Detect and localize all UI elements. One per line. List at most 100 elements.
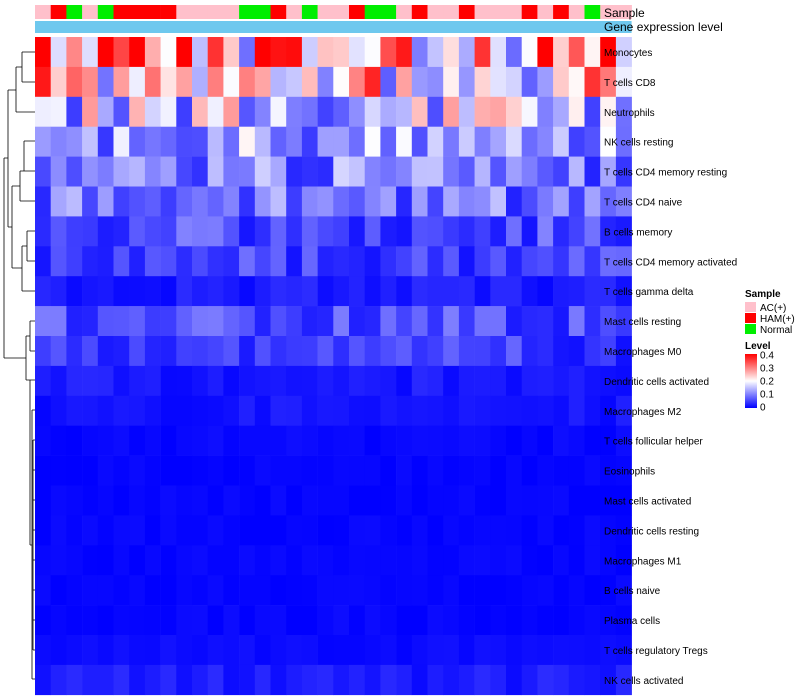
- heatmap-cell: [160, 664, 177, 696]
- sample-annotation-cell: [192, 5, 208, 19]
- heatmap-cell: [443, 246, 460, 277]
- heatmap-cell: [176, 575, 193, 606]
- legend: Sample AC(+)HAM(+)Normal Level 0.4 0.3 0.2…: [745, 289, 795, 414]
- heatmap-cell: [364, 635, 381, 666]
- heatmap-cell: [286, 515, 303, 546]
- heatmap-cell: [113, 365, 130, 397]
- heatmap-cell: [396, 545, 413, 576]
- heatmap-cell: [192, 66, 208, 98]
- heatmap-cell: [600, 276, 617, 307]
- heatmap-cell: [427, 485, 444, 516]
- heatmap-cell: [521, 635, 538, 666]
- heatmap-cell: [474, 276, 491, 307]
- sample-annotation-cell: [427, 5, 444, 19]
- heatmap-cell: [97, 425, 114, 456]
- heatmap-cell: [474, 336, 491, 367]
- heatmap-cell: [364, 575, 381, 606]
- heatmap-cell: [270, 37, 287, 68]
- heatmap-cell: [176, 395, 193, 426]
- heatmap-cell: [144, 276, 161, 307]
- sample-annotation-cell: [176, 5, 193, 19]
- heatmap-cell: [160, 126, 177, 157]
- heatmap-cell: [239, 515, 256, 546]
- heatmap-cell: [317, 276, 334, 307]
- heatmap-cell: [129, 216, 146, 247]
- row-label: Dendritic cells resting: [604, 526, 699, 537]
- heatmap-cell: [301, 635, 318, 666]
- heatmap-cell: [239, 395, 256, 426]
- heatmap-cell: [160, 425, 177, 456]
- heatmap-cell: [443, 156, 460, 187]
- heatmap-cell: [301, 186, 318, 217]
- heatmap-cell: [458, 395, 475, 426]
- heatmap-cell: [380, 37, 397, 68]
- heatmap-cell: [490, 66, 507, 98]
- heatmap-cell: [443, 216, 460, 247]
- heatmap-cell: [458, 365, 475, 397]
- heatmap-cell: [458, 126, 475, 157]
- heatmap-cell: [427, 126, 444, 157]
- heatmap-cell: [223, 664, 240, 696]
- heatmap-cell: [443, 365, 460, 397]
- heatmap-cell: [553, 545, 570, 576]
- heatmap-cell: [568, 365, 585, 397]
- heatmap-cell: [521, 306, 538, 337]
- heatmap-cell: [333, 336, 350, 367]
- sample-annotation-cell: [129, 5, 146, 19]
- heatmap-cell: [239, 635, 256, 666]
- heatmap-cell: [192, 425, 208, 456]
- heatmap-cell: [458, 276, 475, 307]
- heatmap-cell: [50, 126, 67, 157]
- heatmap-cell: [443, 96, 460, 127]
- heatmap-cell: [553, 605, 570, 636]
- heatmap-cell: [317, 306, 334, 337]
- legend-tick-label: 0.4: [760, 351, 774, 362]
- heatmap-cell: [615, 365, 632, 397]
- heatmap-cell: [301, 336, 318, 367]
- heatmap-cell: [192, 156, 208, 187]
- heatmap-cell: [223, 605, 240, 636]
- heatmap-cell: [160, 515, 177, 546]
- heatmap-cell: [458, 605, 475, 636]
- heatmap-cell: [192, 126, 208, 157]
- heatmap-cell: [82, 365, 99, 397]
- heatmap-cell: [521, 96, 538, 127]
- heatmap-cell: [427, 96, 444, 127]
- heatmap-cell: [333, 485, 350, 516]
- heatmap-cell: [584, 156, 601, 187]
- heatmap-cell: [333, 276, 350, 307]
- heatmap-cell: [192, 246, 208, 277]
- heatmap-cell: [66, 216, 83, 247]
- sample-annotation-cell: [66, 5, 83, 19]
- heatmap-cell: [301, 395, 318, 426]
- heatmap-cell: [270, 485, 287, 516]
- heatmap-cell: [537, 96, 554, 127]
- heatmap-cell: [97, 515, 114, 546]
- heatmap-cell: [506, 96, 522, 127]
- heatmap-cell: [207, 365, 224, 397]
- row-label: T cells follicular helper: [604, 437, 703, 448]
- heatmap-cell: [129, 425, 146, 456]
- heatmap-cell: [458, 66, 475, 98]
- heatmap-cell: [411, 605, 428, 636]
- heatmap-cell: [301, 664, 318, 696]
- row-label: Mast cells resting: [604, 317, 681, 328]
- heatmap-cell: [82, 664, 99, 696]
- heatmap-cell: [333, 635, 350, 666]
- heatmap-cell: [490, 605, 507, 636]
- heatmap-cell: [317, 575, 334, 606]
- heatmap-cell: [239, 37, 256, 68]
- heatmap-cell: [521, 37, 538, 68]
- heatmap-cell: [254, 635, 271, 666]
- heatmap-cell: [207, 216, 224, 247]
- heatmap-cell: [521, 156, 538, 187]
- heatmap-cell: [506, 216, 522, 247]
- heatmap-cell: [270, 575, 287, 606]
- legend-swatch: [745, 302, 756, 312]
- heatmap-cell: [490, 365, 507, 397]
- legend-tick-label: 0.1: [760, 390, 774, 401]
- sample-annotation-cell: [553, 5, 570, 19]
- heatmap-cell: [129, 545, 146, 576]
- heatmap-cell: [66, 635, 83, 666]
- heatmap-cell: [286, 96, 303, 127]
